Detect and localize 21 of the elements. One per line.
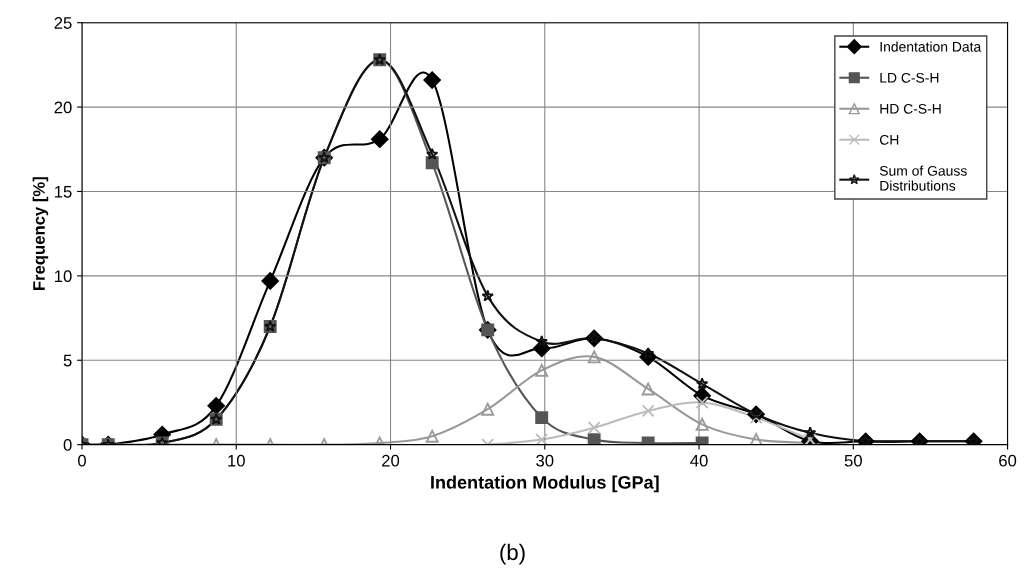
y-tick-label: 0 (63, 439, 72, 451)
y-tick-label: 15 (55, 186, 72, 198)
x-tick-label: 40 (690, 454, 708, 467)
x-tick-label: 20 (382, 454, 400, 467)
x-tick-label: 60 (999, 454, 1017, 467)
y-tick-label: 25 (54, 17, 72, 29)
y-axis-title: Frequency [%] (32, 177, 49, 290)
x-tick-label: 10 (228, 454, 245, 467)
x-tick-label: 50 (844, 454, 862, 467)
text: (b) (500, 543, 525, 565)
legend-label: Sum of Gauss Distributions (879, 165, 967, 191)
y-tick-label: 5 (63, 354, 72, 367)
y-tick-label: 10 (55, 270, 72, 283)
x-axis-title: Indentation Modulus [GPa] (431, 475, 659, 493)
x-tick-label: 0 (78, 454, 86, 467)
legend-label: CH (879, 134, 899, 145)
legend-label: HD C-S-H (880, 103, 941, 114)
legend-label: Indentation Data (880, 41, 982, 52)
x-tick-label: 30 (536, 454, 554, 467)
legend-label: LD C-S-H (880, 72, 939, 83)
y-tick-label: 20 (54, 101, 72, 114)
